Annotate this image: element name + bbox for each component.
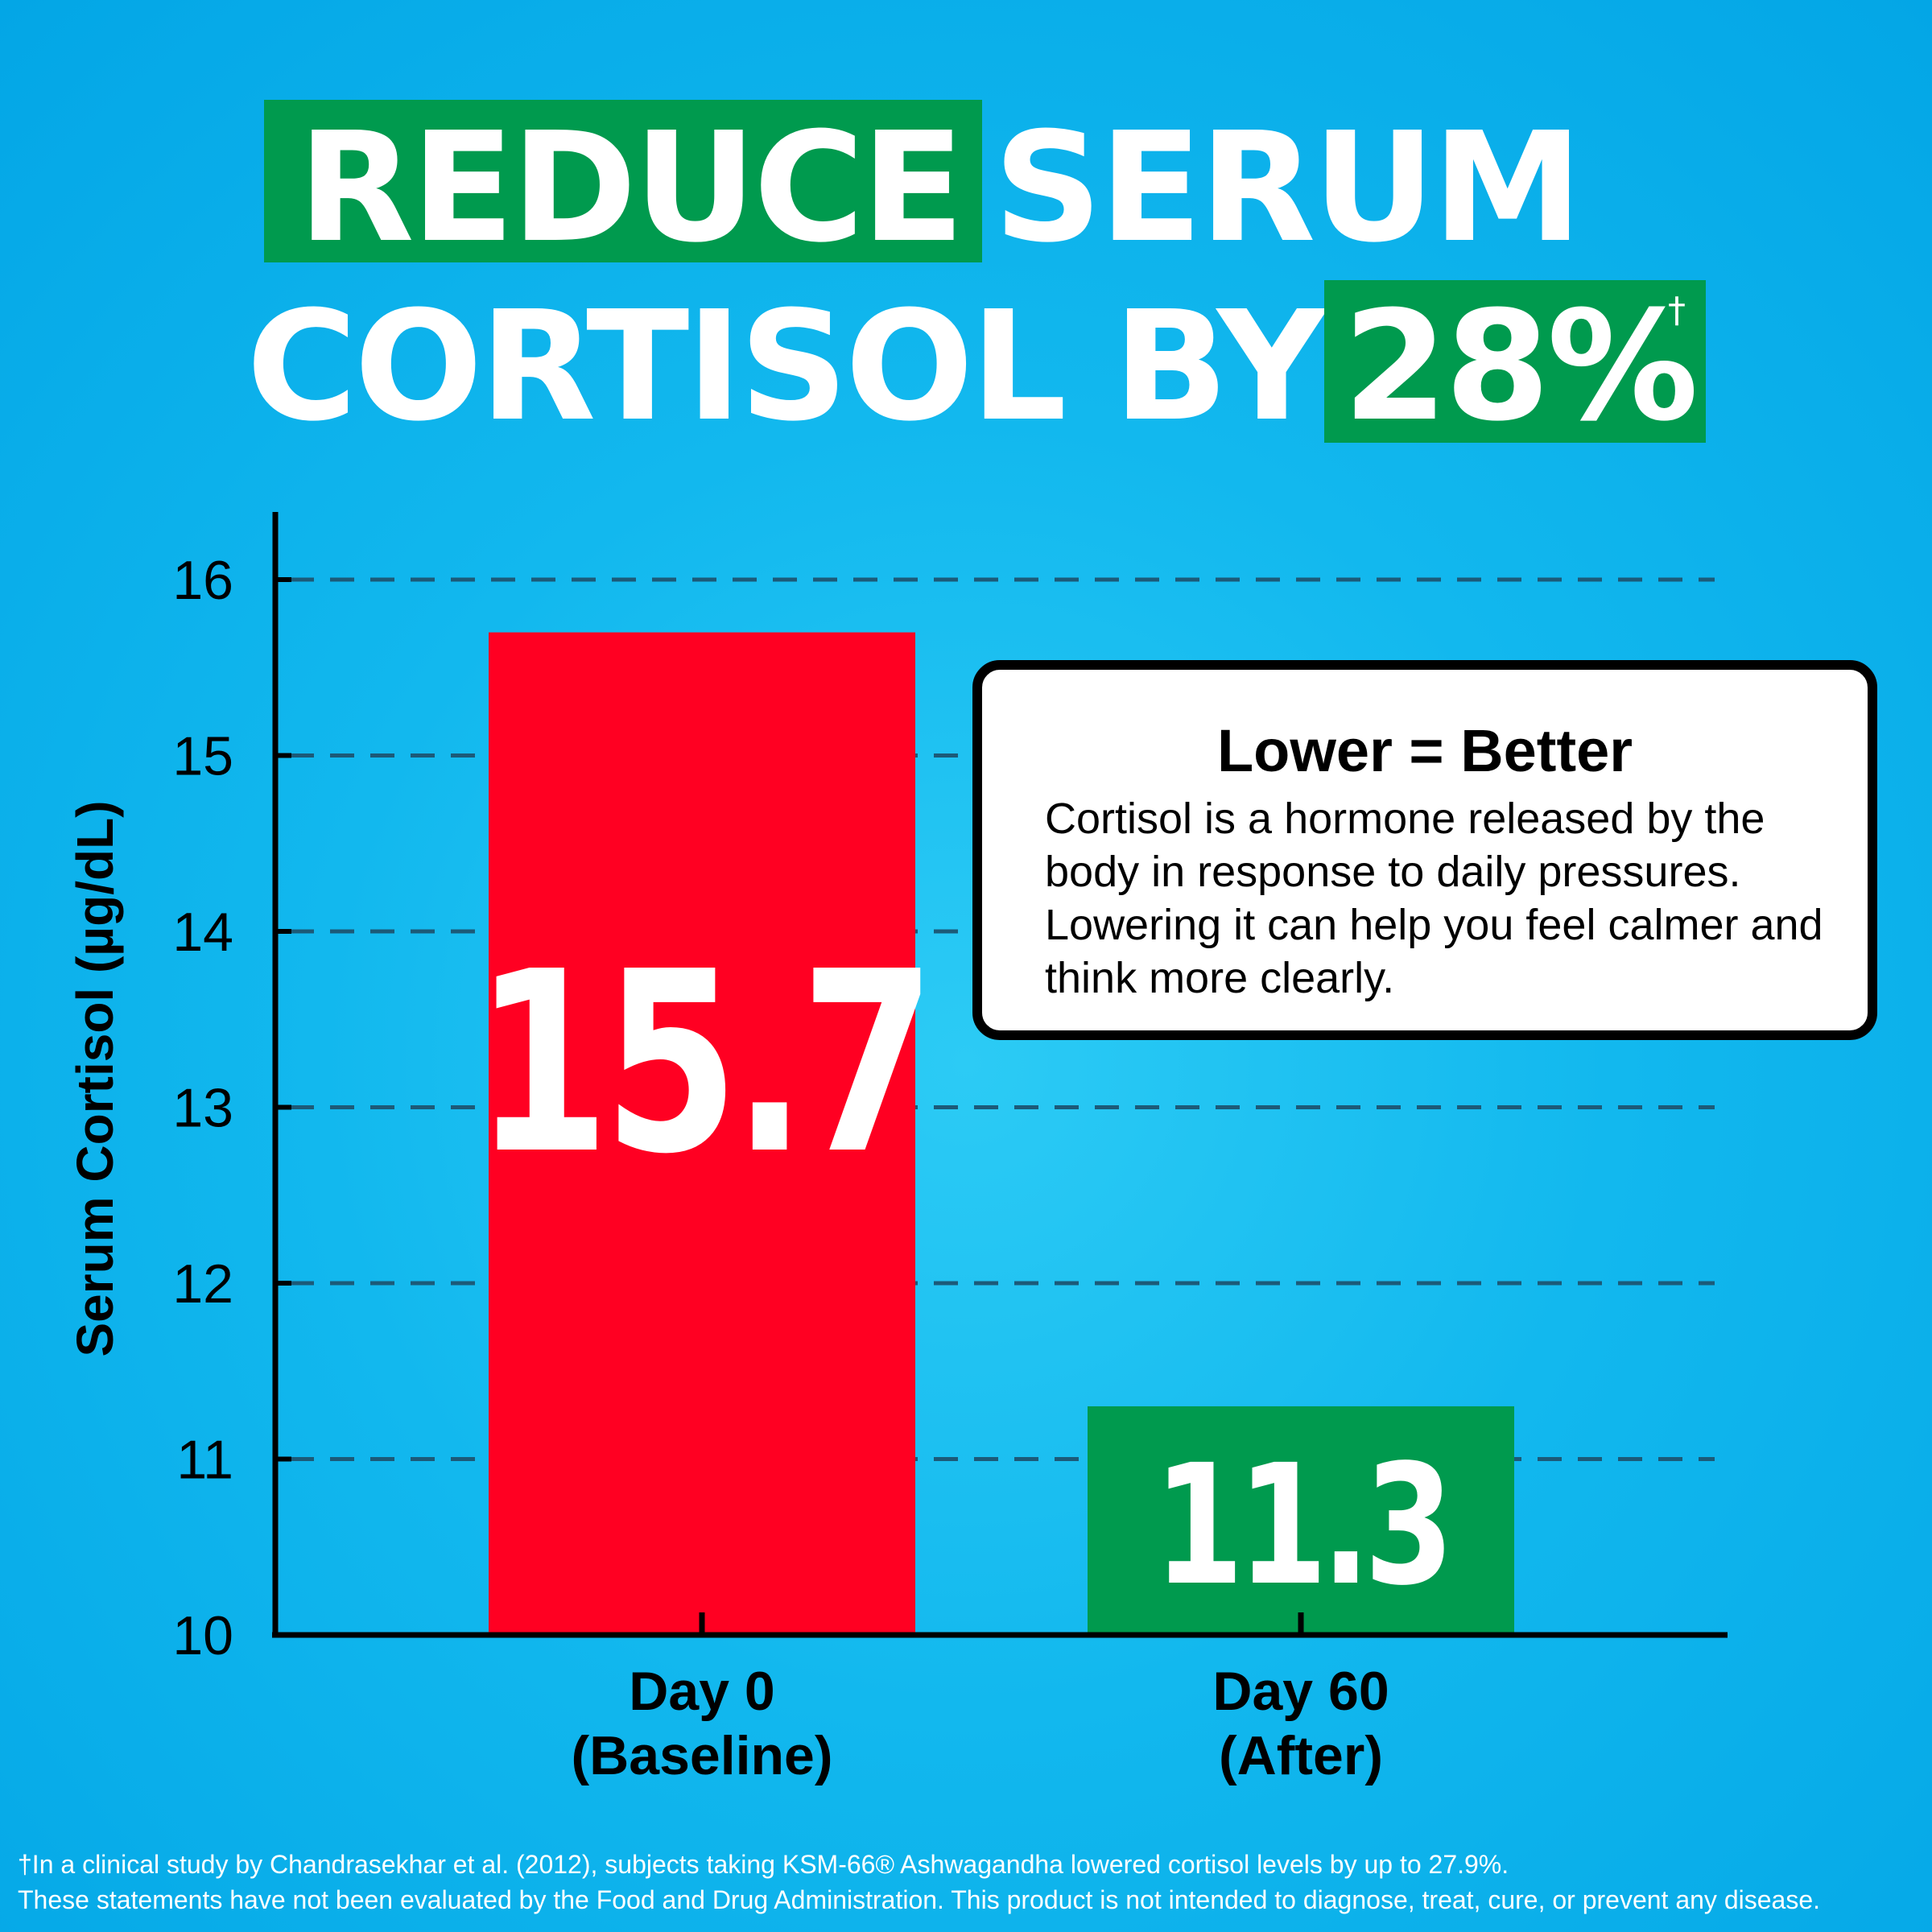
y-tick-label: 11 xyxy=(176,1430,233,1491)
info-callout: Lower = Better Cortisol is a hormone rel… xyxy=(972,660,1877,1040)
y-tick-label: 13 xyxy=(172,1078,233,1139)
value-label-0: 15.7 xyxy=(474,918,929,1208)
bars xyxy=(489,632,1514,1635)
x-tick-label: Day 60 xyxy=(1212,1661,1389,1722)
y-tick-label: 14 xyxy=(172,902,233,963)
y-tick-label: 15 xyxy=(172,726,233,787)
footnote-study: †In a clinical study by Chandrasekhar et… xyxy=(18,1850,1509,1879)
x-tick-label: (After) xyxy=(1219,1725,1383,1786)
y-tick-label: 10 xyxy=(172,1605,233,1666)
bar-0 xyxy=(489,632,915,1635)
y-tick-label: 12 xyxy=(172,1253,233,1315)
x-tick-labels: Day 0(Baseline) Day 60(After) xyxy=(572,1661,1389,1786)
headline-cortisol-by: CORTISOL BY xyxy=(246,279,1327,455)
footnote-disclaimer: These statements have not been evaluated… xyxy=(18,1885,1820,1914)
axes xyxy=(272,512,1728,1638)
x-tick-label: Day 0 xyxy=(629,1661,774,1722)
y-tick-labels: 10 11 12 13 14 15 16 xyxy=(172,550,233,1666)
value-labels: 15.7 11.3 xyxy=(474,918,1454,1622)
bar-1 xyxy=(1088,1406,1514,1635)
y-tick-label: 16 xyxy=(172,550,233,611)
reduce-highlight-box xyxy=(264,100,982,262)
percent-highlight-box xyxy=(1324,280,1706,443)
headline-reduce: REDUCE xyxy=(298,100,964,276)
headline-serum: SERUM xyxy=(993,100,1583,276)
y-axis-title: Serum Cortisol (µg/dL) xyxy=(66,800,124,1356)
callout-body: Cortisol is a hormone released by the bo… xyxy=(1045,795,1823,1002)
callout-title: Lower = Better xyxy=(1216,717,1633,784)
headline-dagger: † xyxy=(1668,290,1686,331)
value-label-1: 11.3 xyxy=(1154,1429,1447,1622)
headline-percent: 28% xyxy=(1343,279,1699,455)
x-tick-label: (Baseline) xyxy=(572,1725,833,1786)
